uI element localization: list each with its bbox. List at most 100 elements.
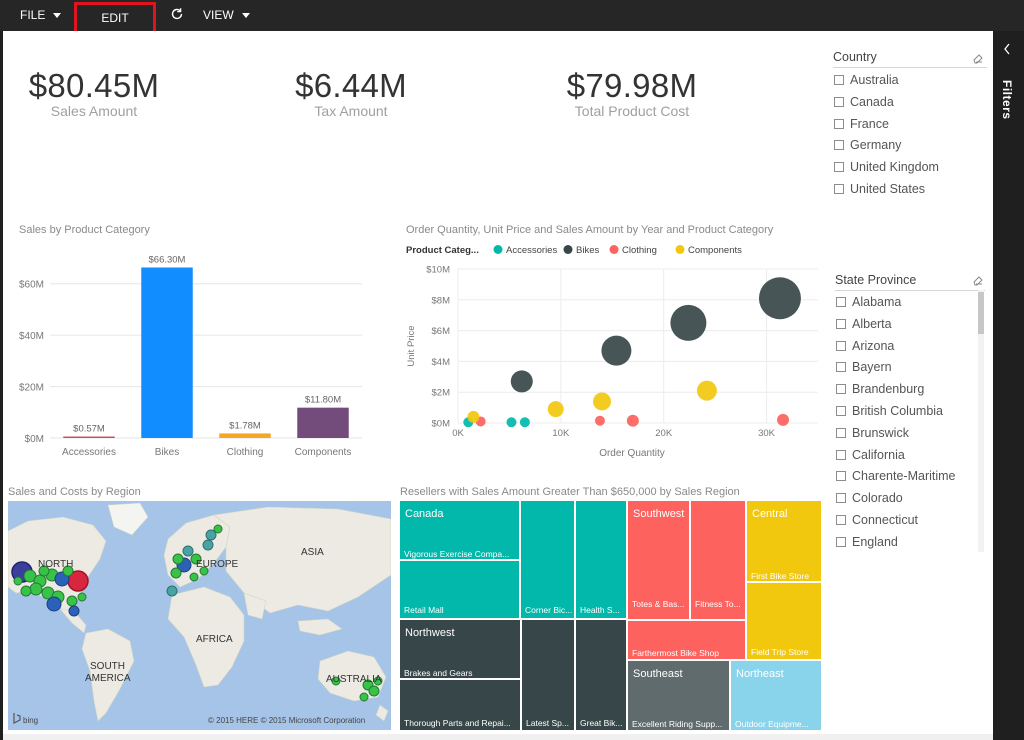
kpi-card-tax-amount[interactable]: $6.44M Tax Amount	[281, 67, 421, 119]
y-axis-label: Unit Price	[406, 325, 417, 366]
filters-pane-label[interactable]: Filters	[1000, 80, 1014, 120]
canvas-horizontal-scrollbar[interactable]	[3, 734, 993, 740]
slicer-item[interactable]: France	[834, 115, 889, 133]
world-map-graphic: NORTH EUROPE ASIA AFRICA SOUTH AMERICA A…	[8, 502, 391, 725]
data-label: $0.57M	[73, 424, 105, 435]
map-label-america: AMERICA	[85, 673, 131, 684]
slicer-item[interactable]: United Kingdom	[834, 158, 939, 176]
x-tick-label: 20K	[655, 428, 673, 439]
checkbox[interactable]	[836, 515, 846, 525]
checkbox[interactable]	[836, 471, 846, 482]
checkbox[interactable]	[836, 362, 846, 373]
slicer-item[interactable]: Connecticut	[836, 511, 918, 529]
chevron-left-icon[interactable]	[1002, 42, 1012, 56]
slicer-item[interactable]: Germany	[834, 136, 901, 154]
slicer-item[interactable]: Brandenburg	[836, 380, 924, 398]
legend-item: Bikes	[576, 245, 599, 256]
land-indonesia	[297, 618, 343, 636]
x-tick-label: 0K	[452, 428, 464, 439]
legend-item: Accessories	[506, 245, 557, 256]
checkbox[interactable]	[834, 96, 844, 107]
slicer-item[interactable]: Bayern	[836, 358, 892, 376]
treemap-tile[interactable]: Southwest Totes & Bas...	[628, 501, 689, 619]
checkbox[interactable]	[836, 384, 846, 395]
treemap-leaf-label: Totes & Bas...	[632, 599, 685, 609]
checkbox[interactable]	[836, 427, 846, 438]
map-label-africa: AFRICA	[196, 634, 233, 645]
legend-title: Product Categ...	[406, 245, 479, 256]
eraser-icon[interactable]	[972, 52, 984, 64]
slicer-item[interactable]: Brunswick	[836, 424, 909, 442]
treemap-tile[interactable]: Canada Vigorous Exercise Compa...	[400, 501, 519, 559]
slicer-item[interactable]: Alberta	[836, 315, 892, 333]
map-title: Sales and Costs by Region	[8, 486, 141, 498]
bing-logo: bing	[13, 713, 38, 725]
file-menu[interactable]: FILE	[20, 0, 62, 31]
map-bubble	[373, 676, 383, 686]
legend-item: Components	[688, 245, 742, 256]
treemap-tile[interactable]: Field Trip Store	[747, 583, 821, 659]
scatter-point	[601, 335, 632, 366]
order-quantity-scatter-chart[interactable]: Product Categ... Accessories Bikes Clothing…	[400, 240, 820, 465]
treemap-tile[interactable]: Health S...	[576, 501, 626, 618]
sales-by-category-bar-chart[interactable]: $0M $20M $40M $60M $0.57M Accessories $66.30M B…	[10, 240, 370, 465]
scatter-point	[510, 370, 533, 393]
slicer-item[interactable]: Charente-Maritime	[836, 467, 956, 485]
treemap-tile[interactable]: Retail Mall	[400, 561, 519, 618]
treemap-tile[interactable]: Latest Sp...	[522, 620, 574, 730]
checkbox[interactable]	[836, 406, 846, 416]
treemap-tile[interactable]: Fitness To...	[691, 501, 745, 619]
slicer-item[interactable]: Colorado	[836, 489, 903, 507]
slicer-item[interactable]: California	[836, 446, 905, 464]
view-menu[interactable]: VIEW	[203, 0, 250, 31]
slicer-item[interactable]: British Columbia	[836, 402, 943, 420]
eraser-icon[interactable]	[972, 274, 984, 286]
kpi-card-sales-amount[interactable]: $80.45M Sales Amount	[24, 67, 164, 119]
treemap-tile[interactable]: Thorough Parts and Repai...	[400, 680, 520, 730]
sales-costs-map[interactable]: NORTH EUROPE ASIA AFRICA SOUTH AMERICA A…	[8, 501, 391, 730]
checkbox[interactable]	[836, 297, 846, 307]
map-copyright: © 2015 HERE © 2015 Microsoft Corporation	[208, 716, 365, 725]
legend-marker	[493, 245, 503, 254]
checkbox[interactable]	[836, 340, 846, 351]
slicer-item[interactable]: United States	[834, 180, 925, 198]
slicer-item[interactable]: Australia	[834, 71, 899, 89]
slicer-item[interactable]: England	[836, 533, 898, 551]
resellers-treemap[interactable]: Canada Vigorous Exercise Compa... Retail…	[400, 501, 821, 730]
slicer-item[interactable]: Alabama	[836, 293, 901, 311]
treemap-tile[interactable]: Southeast Excellent Riding Supp...	[628, 661, 729, 730]
state-slicer-scroll-thumb[interactable]	[978, 292, 984, 334]
refresh-icon[interactable]	[170, 7, 184, 21]
treemap-tile[interactable]: Central First Bike Store	[747, 501, 821, 581]
kpi-value: $6.44M	[295, 67, 407, 104]
treemap-tile[interactable]: Northeast Outdoor Equipme...	[731, 661, 821, 730]
checkbox[interactable]	[834, 184, 844, 194]
scatter-point	[626, 414, 639, 427]
map-bubble	[29, 582, 43, 596]
y-tick-label: $2M	[432, 388, 451, 399]
slicer-item-label: France	[850, 116, 889, 131]
x-tick-label: 10K	[552, 428, 570, 439]
state-slicer-scrollbar[interactable]	[978, 290, 984, 552]
map-bubble	[20, 585, 32, 597]
checkbox[interactable]	[836, 493, 846, 504]
bar-chart-title: Sales by Product Category	[19, 224, 150, 236]
treemap-tile[interactable]: Farthermost Bike Shop	[628, 621, 745, 659]
treemap-tile[interactable]: Corner Bic...	[521, 501, 574, 618]
checkbox[interactable]	[834, 118, 844, 129]
checkbox[interactable]	[834, 162, 844, 173]
slicer-item-label: England	[852, 534, 898, 549]
checkbox[interactable]	[836, 536, 846, 547]
slicer-item[interactable]: Arizona	[836, 337, 894, 355]
treemap-tile[interactable]: Northwest Brakes and Gears	[400, 620, 520, 678]
treemap-tile[interactable]: Great Bik...	[576, 620, 626, 730]
kpi-card-total-product-cost[interactable]: $79.98M Total Product Cost	[552, 67, 712, 119]
checkbox[interactable]	[836, 449, 846, 460]
treemap-leaf-label: Fitness To...	[695, 599, 741, 609]
scatter-point	[506, 417, 517, 428]
checkbox[interactable]	[834, 140, 844, 151]
checkbox[interactable]	[836, 318, 846, 329]
slicer-item[interactable]: Canada	[834, 93, 894, 111]
filters-pane-collapsed[interactable]	[993, 31, 1024, 740]
checkbox[interactable]	[834, 75, 844, 85]
